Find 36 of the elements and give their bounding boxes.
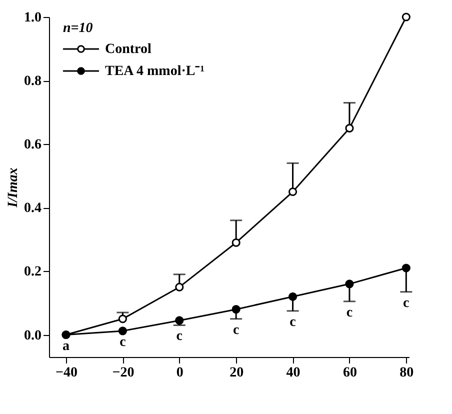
point	[175, 316, 184, 325]
y-tick-label: 0.4	[24, 201, 42, 216]
x-tick-label: 20	[230, 366, 244, 380]
x-tick-label: −40	[56, 366, 78, 380]
point	[402, 264, 410, 272]
point	[232, 238, 240, 247]
x-tick-label: −20	[112, 366, 134, 380]
annotation: c	[346, 305, 353, 320]
point	[345, 280, 354, 288]
legend-label: TEA 4 mmol·L⁻¹	[105, 64, 204, 79]
x-tick-label: 60	[342, 366, 357, 380]
annotation: c	[120, 334, 126, 350]
point	[345, 124, 354, 132]
point	[402, 12, 410, 22]
point	[232, 305, 240, 314]
point	[118, 326, 127, 336]
annotation: n=10	[63, 21, 93, 36]
y-tick-label: 0.2	[24, 264, 42, 280]
legend-label: Control	[105, 42, 152, 57]
y-axis-title: I/Imax	[6, 168, 21, 208]
x-tick-label: 0	[176, 366, 184, 380]
annotation: a	[62, 338, 70, 354]
x-tick-label: 40	[286, 366, 300, 380]
y-tick-label: 0.0	[24, 328, 42, 344]
annotation: c	[176, 329, 183, 344]
y-tick-label: 0.8	[24, 74, 42, 90]
y-tick-label: 0.6	[24, 138, 42, 153]
point	[288, 187, 298, 196]
x-tick-label: 80	[400, 366, 414, 380]
annotation: c	[290, 314, 296, 330]
y-tick-label: 1.0	[24, 10, 42, 26]
annotation: c	[232, 322, 240, 338]
point	[288, 292, 298, 301]
point	[175, 282, 184, 292]
point	[118, 314, 127, 324]
annotation: c	[403, 296, 410, 311]
